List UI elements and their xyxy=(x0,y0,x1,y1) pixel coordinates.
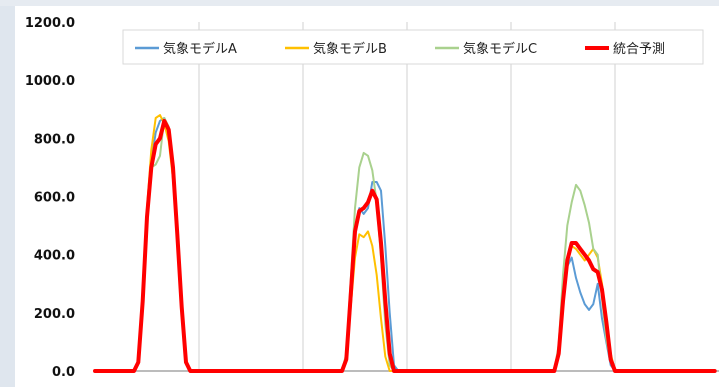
legend: 気象モデルA 気象モデルB 気象モデルC 統合予測 xyxy=(123,30,703,64)
y-tick-label: 200.0 xyxy=(34,307,75,322)
legend-label: 気象モデルC xyxy=(463,41,537,57)
y-tick-label: 800.0 xyxy=(34,132,75,147)
legend-label: 統合予測 xyxy=(613,42,665,57)
y-tick-label: 400.0 xyxy=(34,249,75,264)
y-tick-label: 600.0 xyxy=(34,191,75,206)
y-tick-label: 1200.0 xyxy=(25,16,75,31)
y-tick-label: 0.0 xyxy=(52,365,75,380)
y-tick-label: 1000.0 xyxy=(25,74,75,89)
legend-label: 気象モデルA xyxy=(163,41,237,57)
y-axis-tick-labels: 0.0 200.0 400.0 600.0 800.0 1000.0 1200.0 xyxy=(25,16,75,380)
legend-label: 気象モデルB xyxy=(313,41,387,57)
